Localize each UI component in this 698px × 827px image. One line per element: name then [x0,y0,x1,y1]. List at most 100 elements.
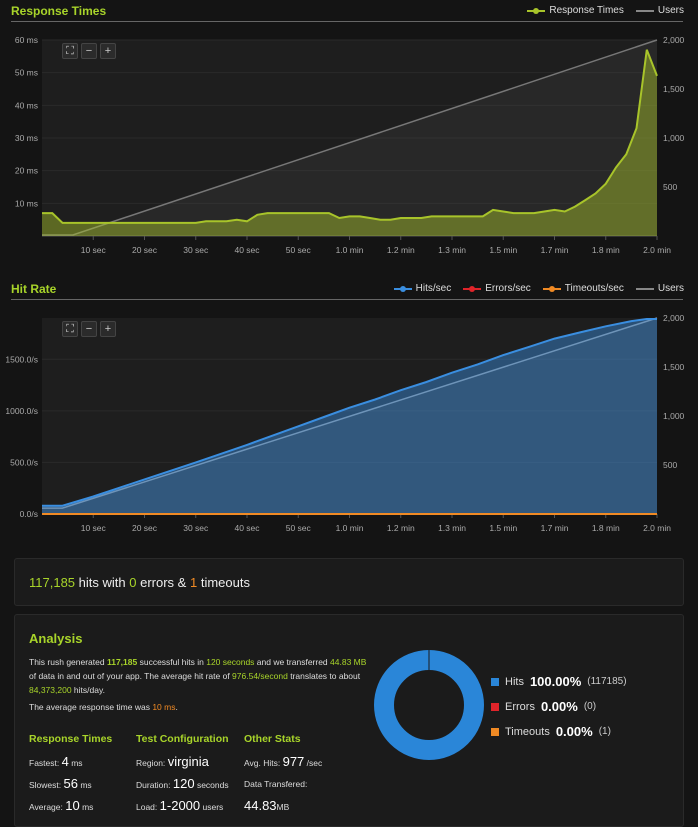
legend-item-users[interactable]: Users [635,283,684,294]
legend-swatch [491,702,499,711]
x-tick-label: 1.0 min [336,245,364,255]
donut-legend-hits[interactable]: Hits 100.00% (117185) [491,669,627,694]
x-tick-label: 1.2 min [387,245,415,255]
y2-tick-label: 2,000 [663,313,685,323]
summary-errors: 0 [129,575,137,590]
y2-tick-label: 1,500 [663,362,685,372]
hit-rate-chart: 0.0/s 500.0/s 1000.0/s 1500.0/s 500 1,000 1,50… [5,313,685,533]
y2-tick-label: 500 [663,460,677,470]
hit-rate-legend: Hits/sec Errors/sec Timeouts/sec Users [386,283,684,294]
other-stats: Other Stats Avg. Hits: 977 /sec Data Tra… [244,733,322,817]
legend-label: Timeouts/sec [564,283,624,294]
legend-label: Hits/sec [415,283,452,294]
zoom-out-icon[interactable]: − [81,43,97,59]
x-tick-label: 40 sec [234,523,260,533]
legend-item-users[interactable]: Users [635,5,684,16]
legend-swatch [542,285,561,292]
response-times-legend: Response Times Users [519,5,684,16]
divider [11,21,683,22]
y-tick-label: 60 ms [15,35,38,45]
x-tick-label: 2.0 min [643,245,671,255]
zoom-in-icon[interactable]: + [100,43,116,59]
legend-item-errors[interactable]: Errors/sec [463,283,531,294]
stats-heading: Response Times [29,733,113,745]
x-tick-label: 1.0 min [336,523,364,533]
x-tick-label: 10 sec [81,245,107,255]
stat-slowest: Slowest: 56 ms [29,776,92,791]
legend-label: Errors/sec [485,283,531,294]
y-tick-label: 500.0/s [10,457,38,467]
legend-item-timeouts[interactable]: Timeouts/sec [542,283,624,294]
x-tick-label: 2.0 min [643,523,671,533]
analysis-paragraph-1: This rush generated 117,185 successful h… [29,657,367,695]
response-times-stats: Response Times Fastest: 4 ms Slowest: 56… [29,733,112,817]
analysis-title: Analysis [29,631,83,646]
y-tick-label: 50 ms [15,68,38,78]
x-tick-label: 1.5 min [489,245,517,255]
x-tick-label: 50 sec [286,245,312,255]
legend-item-hits[interactable]: Hits/sec [393,283,452,294]
zoom-in-icon[interactable]: + [100,321,116,337]
series-area-users [42,40,657,236]
summary-timeouts-text: timeouts [200,575,250,590]
legend-swatch [527,7,546,14]
legend-label: Users [657,283,684,294]
test-config-stats: Test Configuration Region: virginia Dura… [136,733,229,817]
analysis-panel: Analysis This rush generated 117,185 suc… [14,614,684,827]
summary-errors-text: errors & [140,575,187,590]
x-tick-label: 1.3 min [438,523,466,533]
stats-heading: Test Configuration [136,733,229,745]
zoom-out-icon[interactable]: − [81,321,97,337]
series-line-users [42,317,658,509]
legend-label: Response Times [549,5,624,16]
stat-average: Average: 10 ms [29,798,94,813]
divider [11,299,683,300]
analysis-description: This rush generated 117,185 successful h… [29,655,369,714]
y2-tick-label: 2,000 [663,35,685,45]
stat-data-transferred-value: 44.83MB [244,798,290,813]
reset-zoom-icon[interactable]: ⛶ [62,43,78,59]
stat-duration: Duration: 120 seconds [136,776,229,791]
reset-zoom-icon[interactable]: ⛶ [62,321,78,337]
x-tick-label: 10 sec [81,523,107,533]
summary-hits: 117,185 [29,575,76,590]
series-line-hits-sec [42,318,657,507]
series-line-users [42,39,658,236]
x-tick-label: 1.8 min [592,523,620,533]
stat-avg-hits: Avg. Hits: 977 /sec [244,754,323,769]
legend-swatch [393,285,412,292]
analysis-paragraph-2: The average response time was 10 ms. [29,702,178,712]
summary-timeouts: 1 [189,575,198,590]
donut-legend: Hits 100.00% (117185) Errors 0.00% (0) T… [491,669,627,744]
donut-legend-timeouts[interactable]: Timeouts 0.00% (1) [491,719,627,744]
stat-fastest: Fastest: 4 ms [29,754,83,769]
x-tick-label: 1.3 min [438,245,466,255]
x-tick-label: 1.2 min [387,523,415,533]
legend-swatch [635,287,654,290]
hit-rate-title: Hit Rate [11,282,57,296]
legend-swatch [463,285,482,292]
series-line-response-times [42,49,658,224]
donut-legend-errors[interactable]: Errors 0.00% (0) [491,694,627,719]
y2-tick-label: 500 [663,182,677,192]
series-area-response-times [42,49,657,236]
summary-bar: 117,185 hits with 0 errors & 1 timeouts [14,558,684,606]
legend-label: Users [657,5,684,16]
donut-slice-hits [374,650,484,760]
x-tick-label: 1.7 min [541,245,569,255]
response-times-chart: 10 ms 20 ms 30 ms 40 ms 50 ms 60 ms 500 1,000 1,… [15,35,685,255]
y-tick-label: 20 ms [15,166,38,176]
summary-hits-text: hits with [78,575,126,590]
legend-item-response-times[interactable]: Response Times [527,5,624,16]
legend-swatch [635,9,654,12]
x-tick-label: 20 sec [132,245,158,255]
stat-load: Load: 1-2000 users [136,798,224,813]
y-tick-label: 1500.0/s [5,354,38,364]
results-donut-chart [374,649,484,760]
x-tick-label: 1.5 min [489,523,517,533]
x-tick-label: 30 sec [183,523,209,533]
legend-swatch [491,677,499,686]
y-tick-label: 30 ms [15,133,38,143]
stat-region: Region: virginia [136,754,209,769]
y-tick-label: 1000.0/s [5,406,38,416]
